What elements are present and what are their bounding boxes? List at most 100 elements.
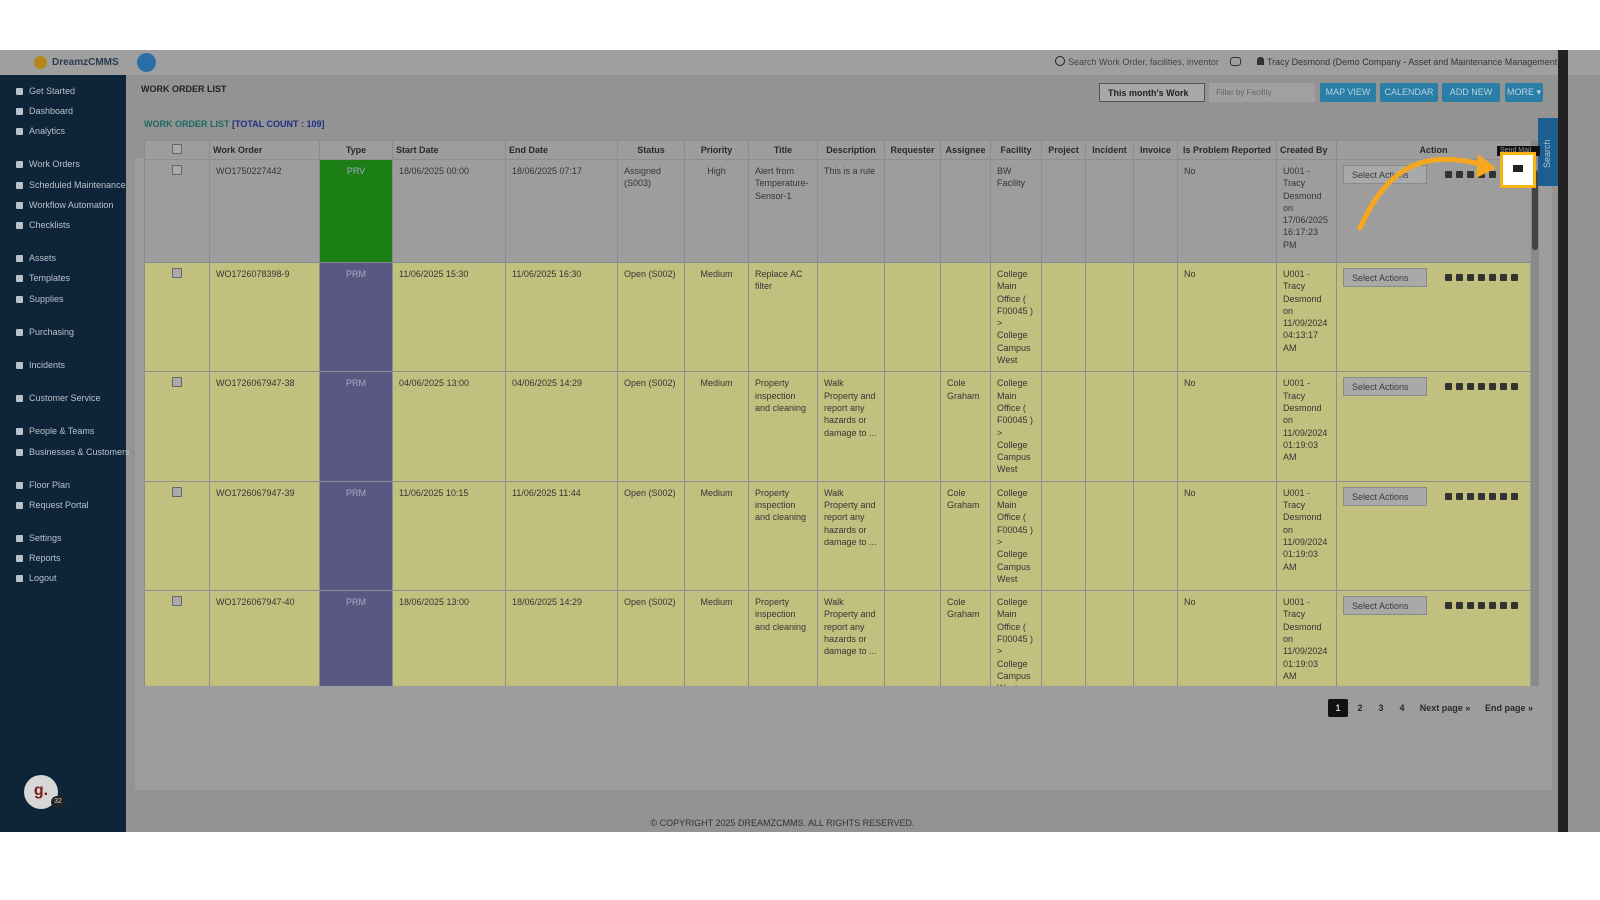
sidebar-item[interactable]: Work Orders [16,159,80,169]
action-icon[interactable] [1478,602,1485,610]
user-name[interactable]: Tracy Desmond (Demo Company - Asset and … [1267,57,1561,67]
action-icon[interactable] [1511,383,1518,391]
sidebar-item[interactable]: People & Teams [16,426,94,436]
sidebar-item[interactable]: Logout [16,573,57,583]
facility-filter[interactable]: Filter by Facility [1209,83,1315,102]
sidebar-item[interactable]: Supplies [16,294,64,304]
header-cell[interactable]: Facility [990,140,1042,160]
action-icon[interactable] [1478,274,1485,281]
action-icon[interactable] [1467,171,1474,178]
sidebar-item[interactable]: Purchasing [16,327,74,337]
action-select[interactable]: Select Actions [1343,596,1427,616]
header-cell[interactable]: Created By [1276,140,1337,160]
action-icon[interactable] [1445,383,1452,391]
action-select[interactable]: Select Actions [1343,268,1427,287]
sidebar-item[interactable]: Assets [16,253,56,263]
header-cell[interactable]: Title [748,140,818,160]
action-icon[interactable] [1445,492,1452,500]
action-select[interactable]: Select Actions [1343,486,1427,506]
action-icon[interactable] [1489,274,1496,281]
header-cell[interactable]: Type [319,140,393,160]
header-cell[interactable]: End Date [505,140,618,160]
side-tab[interactable]: Search [1538,118,1559,186]
sidebar-item[interactable]: Customer Service [16,393,101,403]
toolbar-button[interactable]: ADD NEW [1442,83,1500,102]
cell: PRM [319,261,393,373]
cell [940,159,991,263]
header-cell[interactable]: Is Problem Reported [1177,140,1277,160]
search-input[interactable]: Search Work Order, facilities, inventor [1068,57,1219,67]
header-cell[interactable]: Priority [684,140,749,160]
chat-icon[interactable] [1230,57,1241,66]
header-cell[interactable]: Status [617,140,685,160]
highlight[interactable] [1500,152,1536,188]
page-link[interactable]: 1 [1328,699,1348,717]
sidebar-item[interactable]: Workflow Automation [16,200,113,210]
page-link[interactable]: 4 [1399,703,1405,713]
cell-text: 11/06/2025 15:30 [399,269,469,279]
action-icon[interactable] [1456,492,1463,500]
header-cell[interactable]: Work Order [209,140,320,160]
action-icon[interactable] [1467,383,1474,391]
action-icon[interactable] [1478,383,1485,391]
checkbox[interactable] [172,144,182,154]
action-icon[interactable] [1467,602,1474,610]
action-icon[interactable] [1467,492,1474,500]
sidebar-item[interactable]: Get Started [16,86,75,96]
sidebar-item[interactable]: Reports [16,553,61,563]
checkbox[interactable] [172,268,182,278]
action-icon[interactable] [1445,171,1452,178]
action-icon[interactable] [1467,274,1474,281]
action-icon[interactable] [1511,274,1518,281]
mail-icon [1513,165,1523,172]
sidebar-item[interactable]: Businesses & Customers [16,447,130,457]
action-icon[interactable] [1500,492,1507,500]
toolbar-button[interactable]: MAP VIEW [1320,83,1376,102]
header-cell[interactable]: Assignee [940,140,991,160]
action-icon[interactable] [1489,492,1496,500]
action-icon[interactable] [1456,602,1463,610]
header-cell[interactable]: Incident [1085,140,1134,160]
action-icon[interactable] [1456,383,1463,391]
sidebar-item[interactable]: Floor Plan [16,480,70,490]
action-icon[interactable] [1445,274,1452,281]
sidebar-item[interactable]: Templates [16,273,70,283]
action-select[interactable]: Select Actions [1343,377,1427,397]
page-link[interactable]: End page » [1484,703,1533,713]
menu-toggle[interactable] [137,53,156,72]
action-icon[interactable] [1511,602,1518,610]
toolbar-button[interactable]: MORE ▾ [1505,83,1543,102]
sidebar-item[interactable]: Checklists [16,220,70,230]
scroll-thumb[interactable] [1532,170,1538,250]
sidebar-item[interactable]: Analytics [16,126,65,136]
action-icon[interactable] [1456,274,1463,281]
checkbox[interactable] [172,377,182,388]
action-icon[interactable] [1500,602,1507,610]
sidebar-item[interactable]: Incidents [16,360,65,370]
action-icon[interactable] [1511,492,1518,500]
page-link[interactable]: Next page » [1419,703,1471,713]
header-cell[interactable]: Requester [884,140,941,160]
page-link[interactable]: 2 [1357,703,1363,713]
toolbar-button[interactable]: CALENDAR [1380,83,1438,102]
action-icon[interactable] [1500,274,1507,281]
header-cell[interactable]: Description [817,140,885,160]
sidebar-item[interactable]: Dashboard [16,106,73,116]
sidebar-item[interactable]: Request Portal [16,500,89,510]
checkbox[interactable] [172,486,182,497]
sidebar-item[interactable]: Settings [16,533,62,543]
period-select[interactable]: This month's Work [1099,83,1205,102]
action-icon[interactable] [1456,171,1463,178]
header-cell[interactable]: Start Date [392,140,506,160]
action-icon[interactable] [1489,602,1496,610]
action-icon[interactable] [1500,383,1507,391]
header-cell[interactable]: Invoice [1133,140,1178,160]
action-icon[interactable] [1489,383,1496,391]
action-icon[interactable] [1478,492,1485,500]
action-icon[interactable] [1489,171,1496,178]
action-icon[interactable] [1445,602,1452,610]
checkbox[interactable] [172,596,182,607]
checkbox[interactable] [172,165,182,175]
sidebar-item[interactable]: Scheduled Maintenance [16,180,126,190]
page-link[interactable]: 3 [1378,703,1384,713]
